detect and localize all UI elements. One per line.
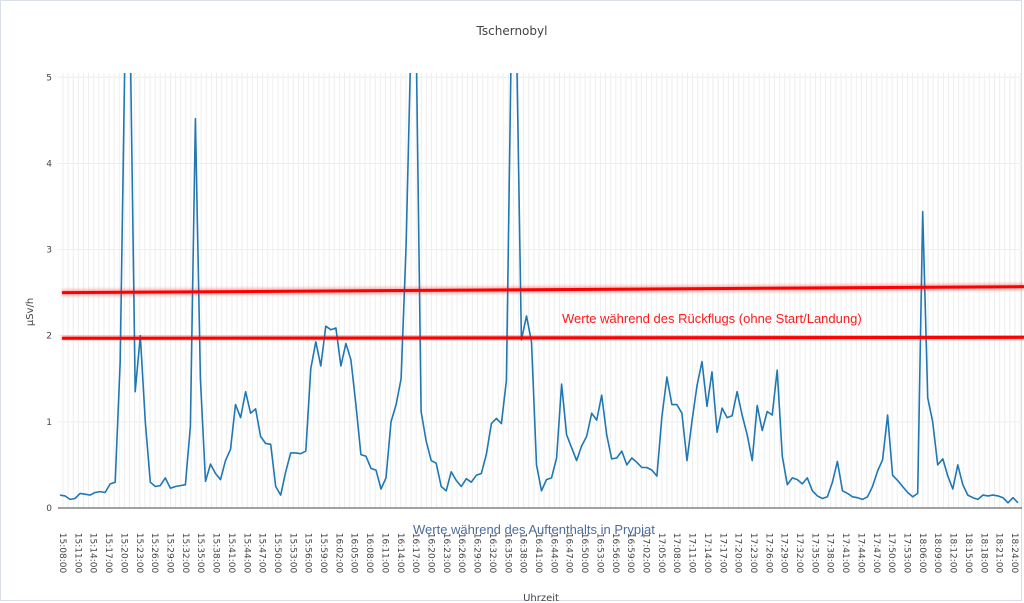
x-tick-label: 15:35:00 bbox=[195, 533, 205, 574]
reference-line bbox=[61, 285, 1024, 295]
reference-line bbox=[61, 335, 1024, 340]
x-tick-label: 16:29:00 bbox=[472, 533, 482, 574]
x-tick-label: 16:59:00 bbox=[625, 533, 635, 574]
x-tick-label: 15:11:00 bbox=[72, 533, 82, 574]
x-tick-label: 17:35:00 bbox=[809, 533, 819, 574]
x-tick-label: 17:26:00 bbox=[763, 533, 773, 574]
x-tick-label: 16:44:00 bbox=[548, 533, 558, 574]
x-tick-label: 16:56:00 bbox=[610, 533, 620, 574]
x-tick-label: 17:05:00 bbox=[656, 533, 666, 574]
y-tick-label: 5 bbox=[46, 73, 52, 83]
y-tick-label: 4 bbox=[46, 159, 52, 169]
x-tick-label: 15:17:00 bbox=[103, 533, 113, 574]
x-tick-label: 16:53:00 bbox=[594, 533, 604, 574]
x-tick-label: 15:47:00 bbox=[257, 533, 267, 574]
x-tick-label: 15:59:00 bbox=[318, 533, 328, 574]
x-tick-label: 17:44:00 bbox=[855, 533, 865, 574]
y-tick-label: 2 bbox=[46, 332, 52, 342]
x-axis-label: Uhrzeit bbox=[523, 593, 559, 603]
x-tick-label: 15:08:00 bbox=[57, 533, 67, 574]
x-tick-label: 15:23:00 bbox=[134, 533, 144, 574]
x-tick-label: 16:23:00 bbox=[441, 533, 451, 574]
x-tick-label: 16:38:00 bbox=[518, 533, 528, 574]
x-tick-label: 17:08:00 bbox=[671, 533, 681, 574]
x-tick-label: 16:08:00 bbox=[364, 533, 374, 574]
x-tick-label: 17:47:00 bbox=[871, 533, 881, 574]
x-tick-label: 18:15:00 bbox=[963, 533, 973, 574]
x-tick-label: 18:06:00 bbox=[917, 533, 927, 574]
x-tick-label: 18:24:00 bbox=[1009, 533, 1019, 574]
x-tick-label: 17:02:00 bbox=[640, 533, 650, 574]
x-axis-ticks: 15:08:00 15:11:00 15:14:00 15:17:00 15:20:00… bbox=[57, 533, 1019, 574]
x-tick-label: 18:12:00 bbox=[948, 533, 958, 574]
y-axis-label: µSv/h bbox=[25, 298, 36, 326]
y-tick-label: 3 bbox=[46, 246, 52, 256]
x-tick-label: 16:14:00 bbox=[395, 533, 405, 574]
x-tick-label: 17:29:00 bbox=[779, 533, 789, 574]
annotation-pripyat-stay: Werte während des Auftenthalts in Prypja… bbox=[413, 522, 655, 537]
x-tick-label: 16:05:00 bbox=[349, 533, 359, 574]
x-tick-label: 16:17:00 bbox=[410, 533, 420, 574]
x-tick-label: 18:21:00 bbox=[994, 533, 1004, 574]
x-tick-label: 16:26:00 bbox=[456, 533, 466, 574]
x-tick-label: 15:50:00 bbox=[272, 533, 282, 574]
x-tick-label: 15:44:00 bbox=[241, 533, 251, 574]
x-tick-label: 17:50:00 bbox=[886, 533, 896, 574]
x-tick-label: 17:14:00 bbox=[702, 533, 712, 574]
reference-lines bbox=[61, 283, 1024, 342]
x-tick-label: 17:11:00 bbox=[687, 533, 697, 574]
x-tick-label: 16:41:00 bbox=[533, 533, 543, 574]
x-tick-label: 16:02:00 bbox=[333, 533, 343, 574]
x-tick-label: 17:32:00 bbox=[794, 533, 804, 574]
x-tick-label: 15:26:00 bbox=[149, 533, 159, 574]
x-tick-label: 15:53:00 bbox=[287, 533, 297, 574]
x-tick-label: 16:20:00 bbox=[426, 533, 436, 574]
x-tick-label: 16:11:00 bbox=[379, 533, 389, 574]
x-tick-label: 15:56:00 bbox=[303, 533, 313, 574]
x-tick-label: 15:32:00 bbox=[180, 533, 190, 574]
x-tick-label: 16:32:00 bbox=[487, 533, 497, 574]
x-tick-label: 18:09:00 bbox=[932, 533, 942, 574]
x-tick-label: 16:35:00 bbox=[502, 533, 512, 574]
y-tick-label: 1 bbox=[46, 418, 52, 428]
x-tick-label: 18:18:00 bbox=[978, 533, 988, 574]
x-tick-label: 15:14:00 bbox=[88, 533, 98, 574]
x-tick-label: 17:20:00 bbox=[733, 533, 743, 574]
annotation-return-flight: Werte während des Rückflugs (ohne Start/… bbox=[562, 311, 862, 326]
x-tick-label: 16:47:00 bbox=[564, 533, 574, 574]
series-line bbox=[59, 73, 1019, 504]
y-axis-ticks: 0 1 2 3 4 5 bbox=[46, 73, 52, 514]
y-tick-label: 0 bbox=[46, 504, 52, 514]
x-tick-label: 17:23:00 bbox=[748, 533, 758, 574]
x-tick-label: 15:29:00 bbox=[164, 533, 174, 574]
x-tick-label: 15:38:00 bbox=[211, 533, 221, 574]
x-tick-label: 16:50:00 bbox=[579, 533, 589, 574]
x-tick-label: 17:41:00 bbox=[840, 533, 850, 574]
x-tick-label: 17:53:00 bbox=[902, 533, 912, 574]
x-tick-label: 17:38:00 bbox=[825, 533, 835, 574]
x-tick-label: 17:17:00 bbox=[717, 533, 727, 574]
x-tick-label: 15:20:00 bbox=[118, 533, 128, 574]
chart-title: Tschernobyl bbox=[476, 24, 548, 38]
x-tick-label: 15:41:00 bbox=[226, 533, 236, 574]
